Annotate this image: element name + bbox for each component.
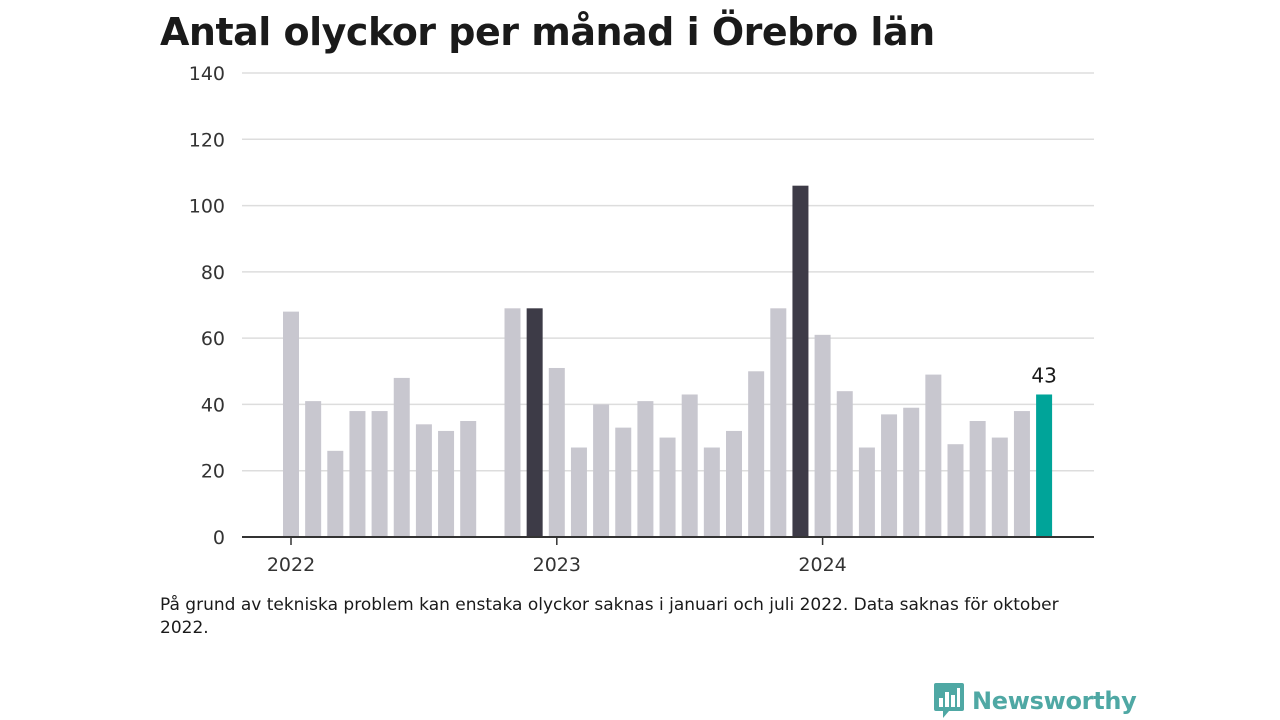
bar xyxy=(615,427,632,537)
brand-name: Newsworthy xyxy=(972,687,1137,715)
x-tick-label: 2022 xyxy=(267,554,315,576)
bar xyxy=(504,308,521,537)
bar xyxy=(526,308,543,537)
bar xyxy=(460,421,477,537)
bar xyxy=(438,430,455,537)
bar xyxy=(903,407,920,537)
chart-title: Antal olyckor per månad i Örebro län xyxy=(160,10,935,54)
bar xyxy=(726,430,742,537)
bar xyxy=(858,447,875,537)
bar xyxy=(770,308,787,537)
bar xyxy=(393,377,410,537)
bar xyxy=(925,374,942,537)
bar xyxy=(748,371,765,537)
bar xyxy=(881,414,898,537)
bar xyxy=(991,437,1008,537)
bar xyxy=(1036,394,1053,537)
bar xyxy=(327,450,344,537)
bar xyxy=(836,391,853,537)
data-label: 43 xyxy=(1031,363,1056,387)
bar xyxy=(305,401,322,537)
bar xyxy=(415,424,432,537)
y-tick-label: 80 xyxy=(201,262,225,284)
bar xyxy=(703,447,720,537)
y-tick-label: 0 xyxy=(213,527,225,549)
bar xyxy=(371,411,388,537)
y-tick-label: 40 xyxy=(201,394,225,416)
bar xyxy=(570,447,587,537)
footnote: På grund av tekniska problem kan enstaka… xyxy=(160,595,1059,638)
bar-chart-speech-bubble-icon xyxy=(934,683,964,718)
bar xyxy=(681,394,698,537)
x-tick-label: 2024 xyxy=(798,554,846,576)
bar xyxy=(349,411,366,537)
bar-chart: 0 20 40 60 80 100 120 140 43 2022 2023 2024 xyxy=(189,63,1094,576)
bar xyxy=(792,185,809,537)
y-tick-label: 20 xyxy=(201,461,225,483)
y-tick-label: 120 xyxy=(189,129,225,151)
y-tick-label: 140 xyxy=(189,63,225,85)
x-tick-label: 2023 xyxy=(533,554,581,576)
bar xyxy=(637,401,654,537)
bar xyxy=(814,334,831,537)
bar xyxy=(659,437,676,537)
bar xyxy=(969,421,986,537)
newsworthy-logo: Newsworthy xyxy=(934,683,1137,719)
bar xyxy=(593,404,610,537)
bar xyxy=(548,367,565,537)
bar xyxy=(1013,411,1030,537)
bar xyxy=(947,444,964,537)
bar xyxy=(283,311,299,537)
y-tick-label: 100 xyxy=(189,196,225,218)
y-tick-label: 60 xyxy=(201,328,225,350)
